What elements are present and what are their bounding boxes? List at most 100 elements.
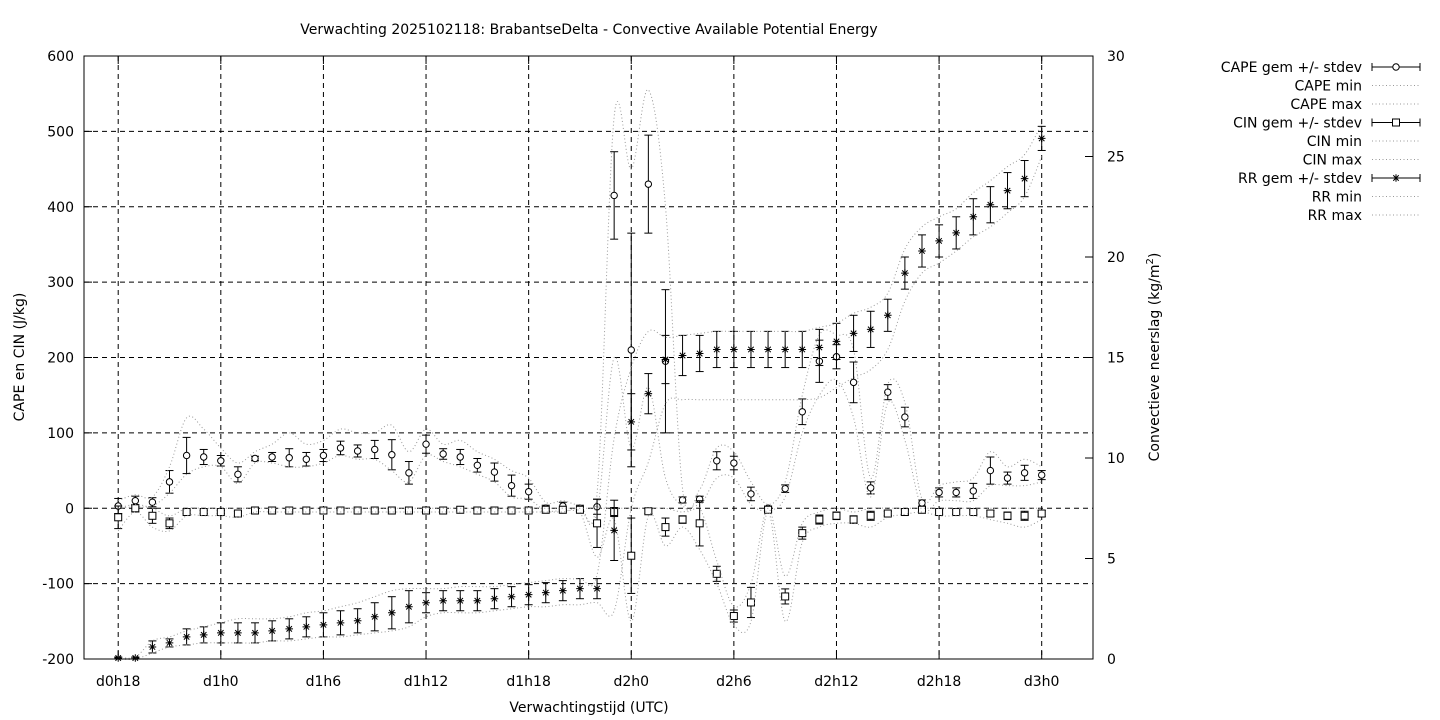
series-line: [117, 508, 1042, 634]
data-point: [713, 457, 721, 465]
data-point: [866, 325, 875, 334]
data-point: [747, 490, 755, 498]
data-point: [285, 625, 294, 633]
data-point: [405, 469, 413, 477]
data-point: [901, 413, 909, 421]
data-point: [251, 454, 259, 463]
data-point: [268, 506, 277, 515]
series-layer: [114, 89, 1046, 662]
data-point: [422, 598, 430, 607]
legend-item: CAPE gem +/- stdev: [1221, 60, 1421, 76]
data-point: [610, 526, 618, 535]
data-point: [251, 506, 260, 515]
data-point: [302, 506, 311, 515]
data-point: [986, 466, 995, 475]
series-cin-min: [117, 508, 1042, 634]
data-point: [336, 619, 345, 627]
data-point: [1037, 509, 1046, 518]
data-point: [148, 511, 157, 520]
data-point: [473, 596, 482, 605]
y-tick-label: 400: [47, 200, 74, 216]
data-point: [866, 484, 875, 492]
data-point: [233, 509, 242, 518]
x-tick-label: d2h6: [716, 674, 752, 690]
data-point: [165, 639, 174, 647]
data-point: [918, 499, 926, 507]
data-point: [901, 269, 909, 277]
data-point: [712, 345, 721, 354]
data-point: [917, 505, 926, 514]
series-line: [118, 356, 1042, 524]
data-point: [952, 488, 960, 497]
data-point: [849, 378, 858, 387]
data-point: [439, 596, 447, 605]
data-point: [388, 451, 396, 459]
data-point: [798, 408, 806, 416]
data-point: [199, 631, 208, 639]
data-point: [131, 504, 140, 513]
legend-item: RR min: [1312, 190, 1420, 206]
data-point: [336, 506, 345, 515]
data-point: [1003, 186, 1012, 195]
y-axis-label: CAPE en CIN (J/kg): [12, 293, 28, 422]
x-tick-label: d1h12: [404, 674, 448, 690]
y2-axis-label-end: ): [1147, 253, 1163, 258]
data-point: [644, 180, 653, 188]
legend-marker: [1392, 118, 1400, 127]
y-tick-label: 600: [47, 49, 74, 65]
data-point: [746, 598, 755, 607]
data-point: [439, 450, 447, 458]
legend-marker: [1392, 174, 1400, 182]
data-point: [165, 478, 174, 486]
data-point: [490, 594, 499, 603]
x-tick-label: d0h18: [96, 674, 140, 690]
legend-item: RR gem +/- stdev: [1238, 171, 1421, 187]
data-point: [353, 617, 362, 625]
data-point: [695, 519, 704, 528]
data-point: [319, 506, 328, 515]
data-point: [678, 351, 687, 360]
legend: CAPE gem +/- stdev CAPE min CAPE max CIN ge…: [1221, 60, 1421, 224]
x-axis-label: Verwachtingstijd (UTC): [509, 700, 668, 716]
y2-tick-label: 30: [1107, 49, 1125, 65]
data-point: [678, 515, 687, 524]
data-point: [456, 505, 465, 514]
data-point: [148, 498, 157, 506]
data-point: [285, 506, 294, 515]
data-point: [866, 511, 875, 520]
data-point: [576, 584, 584, 593]
data-point: [627, 551, 636, 560]
data-point: [319, 621, 328, 629]
data-point: [781, 592, 790, 601]
x-tick-label: d1h0: [203, 674, 239, 690]
data-point: [456, 453, 464, 461]
data-point: [524, 506, 533, 515]
data-point: [387, 506, 396, 515]
data-point: [422, 506, 431, 515]
data-point: [353, 506, 362, 515]
data-point: [371, 445, 379, 454]
y-tick-label: 200: [47, 351, 74, 367]
legend-label: CIN max: [1303, 153, 1362, 169]
data-point: [405, 602, 413, 611]
legend-item: CIN max: [1303, 153, 1420, 169]
data-point: [729, 612, 738, 621]
data-point: [849, 515, 858, 524]
data-point: [1003, 474, 1012, 482]
data-point: [370, 506, 379, 515]
series-cape-min: [118, 356, 1042, 524]
data-point: [918, 247, 926, 255]
data-point: [798, 529, 807, 538]
data-point: [422, 440, 430, 448]
y-tick-label: 100: [47, 426, 74, 442]
data-point: [747, 345, 755, 354]
data-point: [986, 509, 995, 518]
legend-label: CIN min: [1307, 134, 1362, 150]
data-point: [593, 519, 602, 528]
data-point: [200, 453, 208, 461]
data-point: [730, 459, 738, 467]
data-point: [319, 451, 328, 460]
data-point: [268, 453, 276, 461]
data-point: [199, 508, 208, 517]
y2-axis-label-sup: 2: [1145, 258, 1156, 264]
